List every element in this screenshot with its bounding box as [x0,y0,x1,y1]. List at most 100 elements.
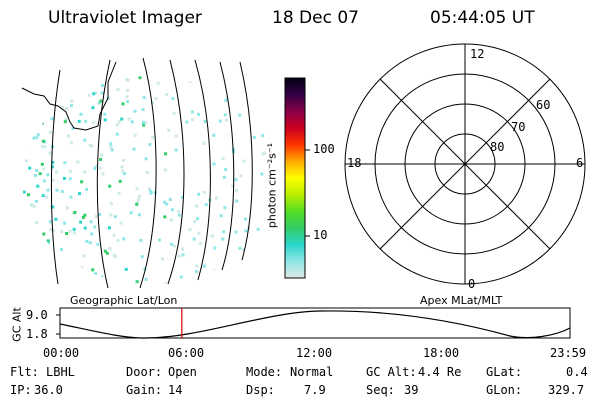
emission-pixel [108,226,111,230]
emission-pixel [181,247,184,251]
emission-pixel [24,270,28,274]
emission-pixel [42,179,46,183]
emission-pixel [109,213,113,217]
status-door-value: Open [168,365,197,379]
emission-pixel [60,190,64,193]
emission-pixel [48,151,52,155]
emission-pixel [130,120,134,124]
emission-pixel [41,139,45,143]
emission-pixel [89,220,93,224]
emission-pixel [116,88,120,92]
orbit-axis-label: GC Alt [10,307,24,342]
emission-pixel [55,188,59,192]
emission-pixel [109,145,113,149]
emission-pixel [115,123,119,127]
emission-pixel [163,200,167,204]
emission-pixel [126,100,130,104]
emission-pixel [126,79,130,82]
emission-pixel [172,244,176,248]
emission-pixel [80,266,84,270]
emission-pixel [101,172,105,176]
emission-pixel [242,159,246,163]
orbit-ytick-top: 9.0 [26,308,48,322]
emission-pixel [68,264,72,268]
emission-pixel [125,95,129,99]
status-seq-value: 39 [404,383,419,397]
emission-pixel [179,275,183,279]
emission-pixel [70,141,73,145]
emission-pixel [51,205,55,209]
coastline [21,61,117,131]
emission-pixel [256,227,260,231]
status-dsp-key: Dsp: [246,383,275,397]
emission-pixel [135,280,139,284]
emission-pixel [94,272,97,276]
emission-pixel [137,213,141,217]
emission-pixel [96,242,100,246]
polar-lat-70: 70 [511,120,526,134]
emission-pixel [252,135,256,139]
emission-pixel [224,99,228,102]
emission-pixel [25,159,29,163]
orbit-left-title: Geographic Lat/Lon [70,294,178,307]
emission-pixel [42,167,46,171]
emission-pixel [140,255,144,259]
emission-pixel [181,195,184,199]
status-gcalt-key: GC Alt: [366,365,417,379]
emission-pixel [122,237,126,241]
emission-pixel [82,254,86,258]
emission-pixel [174,134,178,138]
emission-pixel [73,211,77,214]
emission-pixel [29,93,33,97]
emission-pixel [70,266,74,270]
emission-pixel [244,217,247,221]
emission-pixel [91,106,95,110]
emission-pixel [158,238,161,242]
emission-pixel [148,143,152,146]
emission-pixel [90,232,94,236]
emission-pixel [45,251,49,255]
emission-pixel [221,237,225,241]
emission-pixel [22,205,26,209]
emission-pixel [258,109,262,113]
emission-pixel [170,218,173,222]
emission-pixel [92,92,96,96]
emission-pixel [197,231,201,235]
emission-pixel [88,280,92,284]
emission-pixel [88,241,92,245]
emission-pixel [136,200,140,204]
emission-pixel [202,141,206,145]
emission-pixel [100,91,104,95]
emission-pixel [97,101,101,105]
emission-pixel [93,282,97,284]
emission-pixel [139,238,143,242]
emission-pixel [100,153,104,157]
emission-pixel [83,138,87,142]
emission-pixel [195,270,199,274]
emission-pixel [141,120,145,124]
emission-pixel [220,281,224,284]
emission-pixel [35,221,39,224]
emission-pixel [65,106,69,110]
emission-pixel [219,214,223,218]
emission-pixel [41,145,44,149]
emission-pixel [33,229,37,233]
emission-pixel [121,169,125,173]
emission-pixel [32,204,36,208]
emission-pixel [212,133,216,137]
orbit-ytick-bottom: 1.8 [26,327,48,341]
emission-pixel [172,111,176,115]
colorbar [284,77,310,279]
emission-pixel [88,93,91,97]
polar-mlt-18: 18 [347,156,362,170]
status-glon-value: 329.7 [548,383,585,397]
emission-pixel [103,249,107,253]
emission-pixel [69,195,73,199]
status-flt-key: Flt: [10,365,39,379]
emission-pixel [239,174,243,178]
orbit-xtick-1200: 12:00 [296,346,333,360]
emission-pixel [117,191,121,195]
emission-pixel [46,241,50,244]
emission-pixel [95,76,99,80]
